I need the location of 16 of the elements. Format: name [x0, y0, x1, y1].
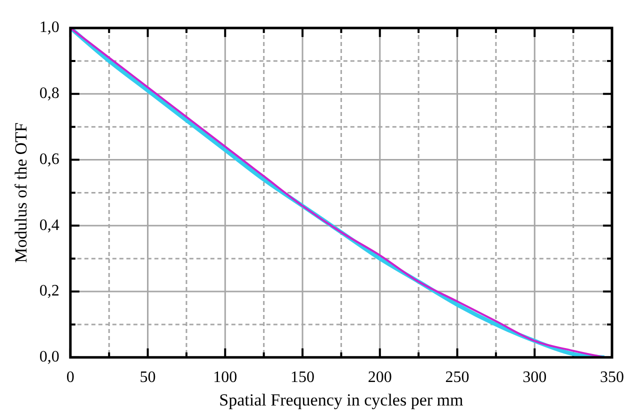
x-tick-label: 250: [445, 369, 470, 386]
x-tick-label: 200: [368, 369, 392, 386]
y-tick-label: 0,2: [39, 282, 60, 300]
x-tick-label: 350: [600, 369, 624, 386]
y-axis-title: Modulus of the OTF: [12, 122, 31, 263]
x-tick-label: 0: [66, 369, 74, 386]
y-tick-label: 0,6: [39, 150, 60, 168]
x-tick-label: 100: [213, 369, 238, 386]
y-tick-label: 0,0: [39, 348, 60, 366]
y-tick-label: 0,8: [39, 85, 60, 102]
x-tick-label: 300: [522, 369, 547, 386]
x-axis-title: Spatial Frequency in cycles per mm: [219, 390, 464, 410]
y-tick-label: 0,4: [39, 216, 60, 234]
y-tick-label: 1,0: [39, 19, 60, 36]
x-tick-label: 150: [290, 369, 315, 386]
x-tick-label: 50: [140, 369, 156, 386]
